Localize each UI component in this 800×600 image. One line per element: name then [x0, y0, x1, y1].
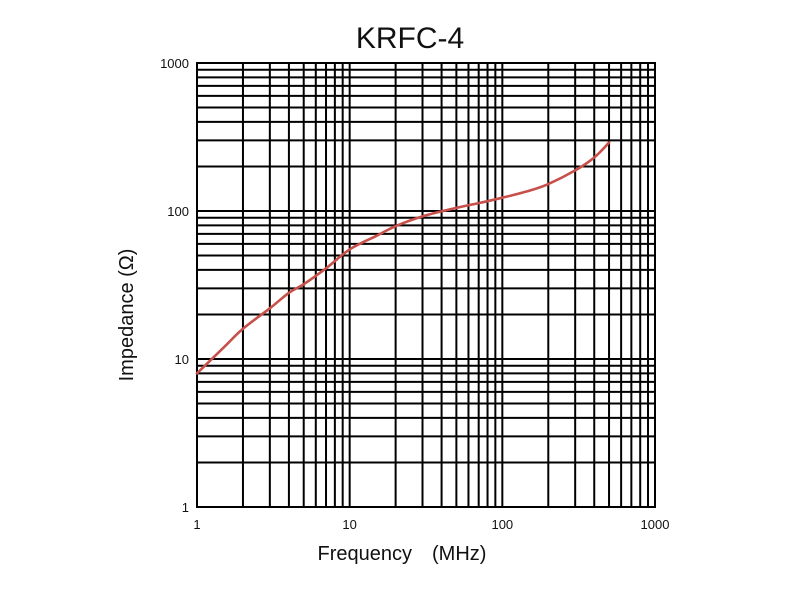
x-tick-label: 10 — [342, 517, 356, 532]
y-tick-label: 1 — [182, 500, 189, 515]
y-tick-label: 100 — [167, 204, 189, 219]
x-tick-label: 1000 — [641, 517, 670, 532]
tick-labels: 1 10 100 1000 1 10 100 1000 — [160, 56, 669, 532]
grid — [196, 63, 655, 508]
y-axis-label: Impedance (Ω) — [116, 249, 138, 382]
y-tick-label: 10 — [175, 352, 189, 367]
x-tick-label: 100 — [491, 517, 513, 532]
x-axis-label: Frequency (MHz) — [318, 543, 487, 565]
impedance-curve — [195, 141, 611, 375]
series-layer — [195, 141, 611, 375]
chart-title: KRFC-4 — [356, 22, 464, 55]
plot-frame — [196, 62, 656, 508]
x-tick-label: 1 — [193, 517, 200, 532]
y-tick-label: 1000 — [160, 56, 189, 71]
